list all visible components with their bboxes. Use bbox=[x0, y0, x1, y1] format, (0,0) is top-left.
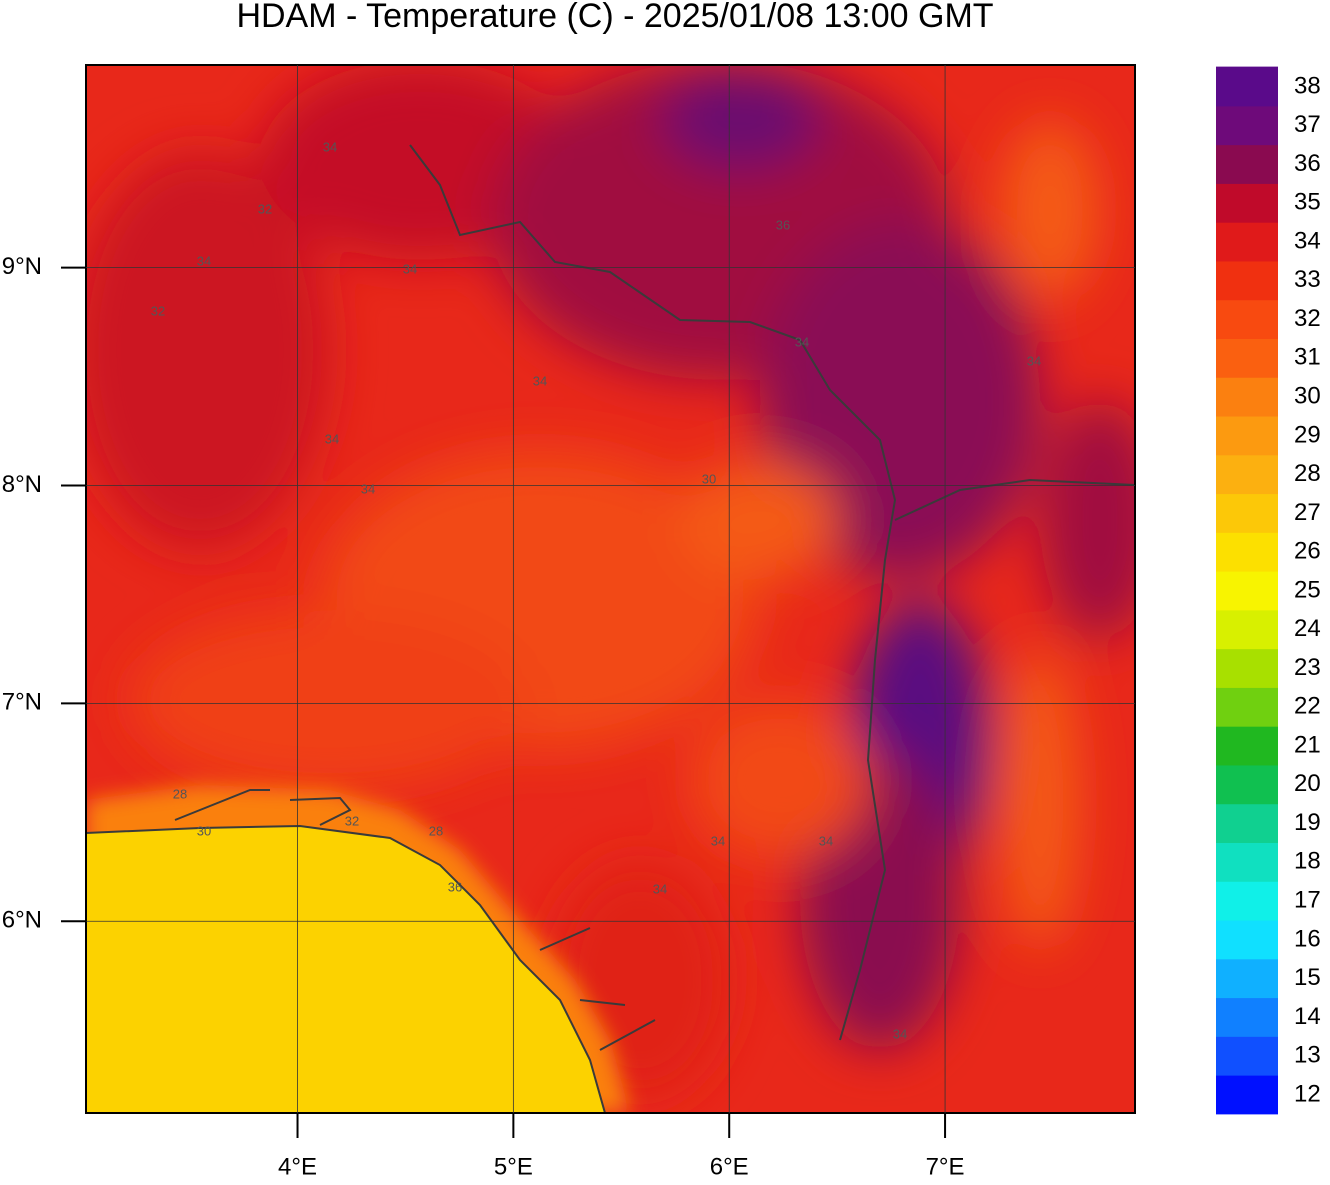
colorbar-swatch bbox=[1216, 182, 1278, 223]
colorbar-label: 27 bbox=[1294, 499, 1321, 526]
contour-label: 30 bbox=[197, 823, 211, 838]
colorbar-swatch bbox=[1216, 493, 1278, 533]
colorbar-swatch bbox=[1216, 764, 1278, 805]
colorbar-label: 21 bbox=[1294, 731, 1321, 758]
colorbar-label: 37 bbox=[1294, 111, 1321, 138]
colorbar-label: 33 bbox=[1294, 266, 1321, 293]
contour-label: 32 bbox=[151, 303, 165, 318]
colorbar-swatch bbox=[1216, 919, 1278, 960]
colorbar-swatch bbox=[1216, 570, 1278, 611]
colorbar-label: 29 bbox=[1294, 421, 1321, 448]
colorbar-label: 20 bbox=[1294, 770, 1321, 797]
colorbar-swatch bbox=[1216, 221, 1278, 262]
y-tick-label: 7°N bbox=[2, 689, 42, 716]
colorbar-label: 36 bbox=[1294, 150, 1321, 177]
contour-label: 32 bbox=[345, 813, 359, 828]
colorbar-label: 25 bbox=[1294, 576, 1321, 603]
temperature-field bbox=[86, 65, 1135, 1113]
contour-label: 30 bbox=[702, 471, 716, 486]
contour-label: 34 bbox=[197, 253, 211, 268]
title: HDAM - Temperature (C) - 2025/01/08 13:0… bbox=[236, 0, 993, 35]
contour-label: 34 bbox=[361, 481, 375, 496]
colorbar-swatch bbox=[1216, 66, 1278, 107]
colorbar-label: 13 bbox=[1294, 1042, 1321, 1069]
colorbar-swatch bbox=[1216, 105, 1278, 146]
contour-label: 28 bbox=[429, 823, 443, 838]
colorbar-swatch bbox=[1216, 686, 1278, 727]
contour-label: 34 bbox=[403, 261, 417, 276]
contour-label: 34 bbox=[1027, 353, 1041, 368]
contour-label: 34 bbox=[325, 431, 339, 446]
contour-label: 34 bbox=[533, 373, 547, 388]
colorbar-swatch bbox=[1216, 842, 1278, 882]
colorbar-swatch bbox=[1216, 1035, 1278, 1076]
colorbar-swatch bbox=[1216, 648, 1278, 688]
colorbar-swatch bbox=[1216, 958, 1278, 999]
colorbar-label: 17 bbox=[1294, 886, 1321, 913]
y-tick-label: 6°N bbox=[2, 907, 42, 934]
x-tick-label: 6°E bbox=[710, 1153, 749, 1180]
colorbar-swatch bbox=[1216, 299, 1278, 339]
contour-label: 32 bbox=[258, 201, 272, 216]
colorbar-swatch bbox=[1216, 803, 1278, 843]
x-tick-label: 5°E bbox=[494, 1153, 533, 1180]
colorbar-label: 31 bbox=[1294, 344, 1321, 371]
contour-label: 34 bbox=[795, 334, 809, 349]
colorbar-swatch bbox=[1216, 144, 1278, 184]
contour-label: 28 bbox=[173, 786, 187, 801]
colorbar-swatch bbox=[1216, 609, 1278, 650]
colorbar-swatch bbox=[1216, 376, 1278, 417]
colorbar-label: 32 bbox=[1294, 305, 1321, 332]
colorbar-label: 23 bbox=[1294, 654, 1321, 681]
x-tick-label: 4°E bbox=[278, 1153, 317, 1180]
colorbar-label: 26 bbox=[1294, 538, 1321, 565]
contour-label: 34 bbox=[323, 139, 337, 154]
y-tick-label: 9°N bbox=[2, 253, 42, 280]
colorbar-swatch bbox=[1216, 454, 1278, 495]
contour-label: 34 bbox=[893, 1026, 907, 1041]
colorbar-swatch bbox=[1216, 260, 1278, 301]
x-tick-label: 7°E bbox=[926, 1153, 965, 1180]
colorbar-swatch bbox=[1216, 1074, 1278, 1115]
colorbar-label: 28 bbox=[1294, 460, 1321, 487]
y-tick-label: 8°N bbox=[2, 471, 42, 498]
contour-label: 34 bbox=[653, 881, 667, 896]
colorbar-label: 15 bbox=[1294, 964, 1321, 991]
contour-label: 36 bbox=[448, 879, 462, 894]
colorbar-label: 38 bbox=[1294, 72, 1321, 99]
contour-label: 36 bbox=[776, 217, 790, 232]
colorbar-label: 35 bbox=[1294, 189, 1321, 216]
colorbar-swatch bbox=[1216, 997, 1278, 1037]
colorbar-swatch bbox=[1216, 415, 1278, 456]
colorbar-label: 14 bbox=[1294, 1003, 1321, 1030]
map-frame bbox=[85, 64, 1136, 1114]
colorbar-swatch bbox=[1216, 531, 1278, 572]
colorbar-label: 12 bbox=[1294, 1080, 1321, 1107]
colorbar-swatch bbox=[1216, 880, 1278, 921]
contour-label: 34 bbox=[711, 833, 725, 848]
colorbar-label: 34 bbox=[1294, 227, 1321, 254]
colorbar-swatch bbox=[1216, 338, 1278, 378]
colorbar-label: 30 bbox=[1294, 382, 1321, 409]
colorbar-label: 22 bbox=[1294, 693, 1321, 720]
colorbar-label: 19 bbox=[1294, 809, 1321, 836]
colorbar-label: 16 bbox=[1294, 925, 1321, 952]
colorbar-label: 24 bbox=[1294, 615, 1321, 642]
colorbar-swatch bbox=[1216, 725, 1278, 766]
colorbar-label: 18 bbox=[1294, 848, 1321, 875]
contour-label: 34 bbox=[819, 833, 833, 848]
